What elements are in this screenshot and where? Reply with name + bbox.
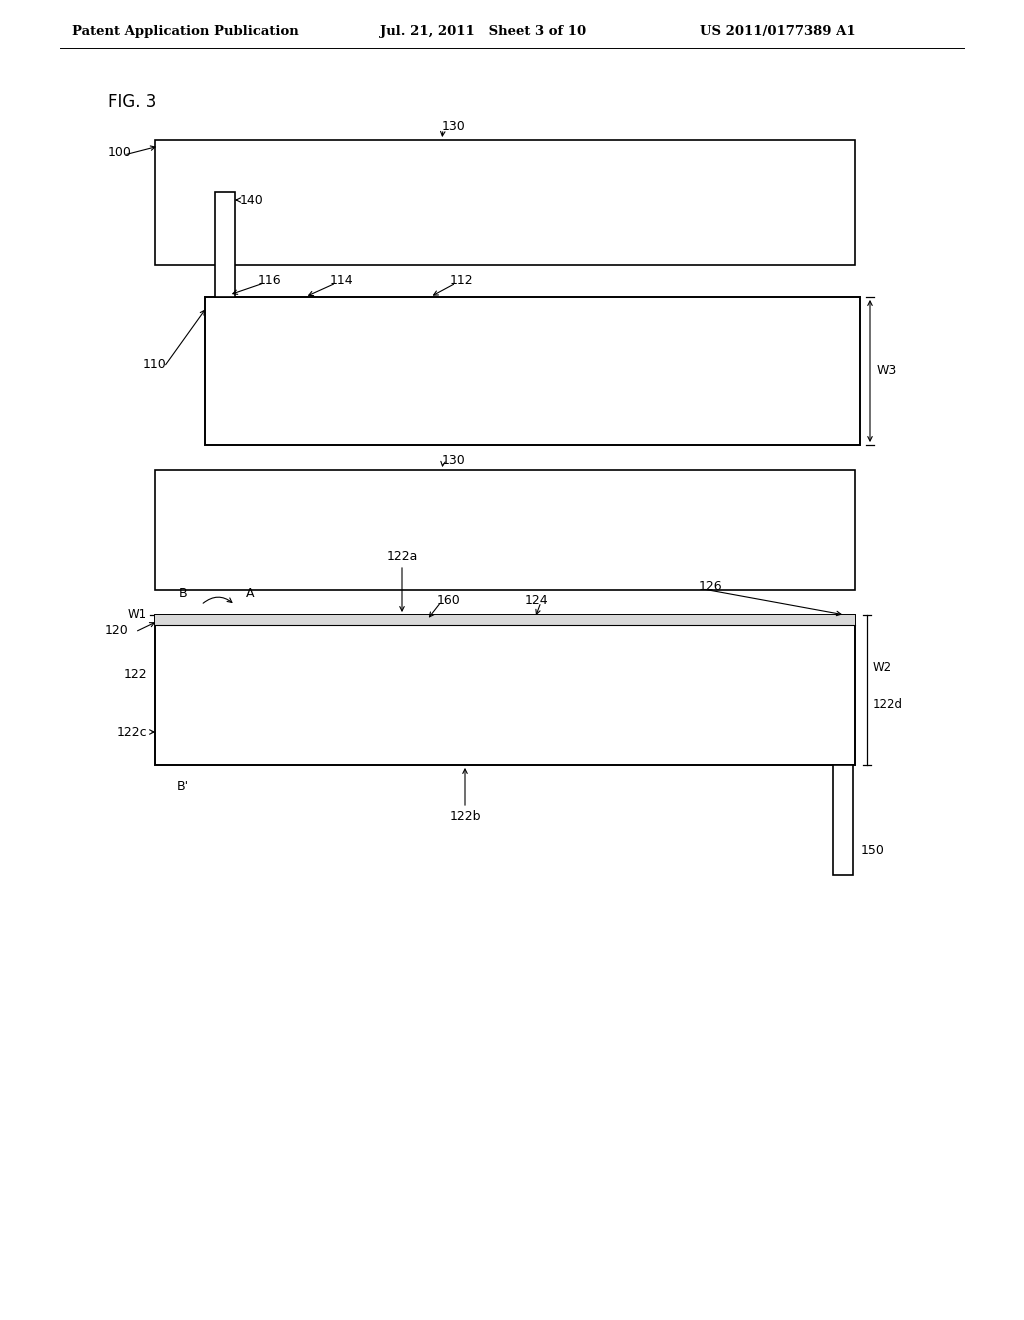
Text: 124: 124 <box>525 594 549 606</box>
Text: 122b: 122b <box>450 810 480 822</box>
Text: W2: W2 <box>873 661 892 675</box>
Text: FIG. 3: FIG. 3 <box>108 92 157 111</box>
Text: B': B' <box>177 780 189 793</box>
Text: 140: 140 <box>240 194 264 206</box>
Text: W1: W1 <box>128 609 147 622</box>
Text: Patent Application Publication: Patent Application Publication <box>72 25 299 38</box>
Text: 114: 114 <box>330 273 353 286</box>
Text: 122a: 122a <box>386 550 418 564</box>
Text: 110: 110 <box>143 358 167 371</box>
Bar <box>155 615 855 766</box>
Bar <box>155 140 855 265</box>
Bar <box>155 615 855 624</box>
Bar <box>833 766 853 875</box>
Text: 116: 116 <box>258 273 282 286</box>
Text: A: A <box>246 587 254 601</box>
Text: 130: 130 <box>442 120 466 133</box>
Text: 150: 150 <box>861 843 885 857</box>
Bar <box>205 297 860 445</box>
Bar <box>205 297 860 445</box>
Text: 122c: 122c <box>117 726 147 738</box>
Text: 112: 112 <box>450 273 474 286</box>
Text: 122d: 122d <box>873 698 903 711</box>
Text: 120: 120 <box>105 623 129 636</box>
Text: 100: 100 <box>108 145 132 158</box>
Bar <box>215 191 234 297</box>
Bar <box>155 470 855 590</box>
Text: 122: 122 <box>123 668 147 681</box>
Text: 130: 130 <box>442 454 466 466</box>
Text: 160: 160 <box>437 594 461 606</box>
Text: B: B <box>178 587 187 601</box>
Text: Jul. 21, 2011   Sheet 3 of 10: Jul. 21, 2011 Sheet 3 of 10 <box>380 25 586 38</box>
Text: US 2011/0177389 A1: US 2011/0177389 A1 <box>700 25 856 38</box>
Text: W3: W3 <box>877 364 897 378</box>
Bar <box>155 615 855 766</box>
Text: 126: 126 <box>699 581 723 594</box>
